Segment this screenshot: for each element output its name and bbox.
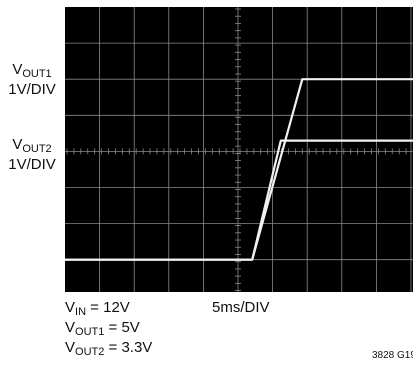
scope-plot (65, 7, 413, 292)
vout2-condition: VOUT2 = 3.3V (65, 339, 153, 359)
screen-background (65, 7, 413, 292)
vout1-scale-label: 1V/DIV (8, 81, 56, 98)
timebase-label: 5ms/DIV (212, 299, 270, 316)
vout2-channel-label: VOUT2 1V/DIV (2, 137, 62, 173)
figure-id: 3828 G19 (372, 350, 413, 361)
vout1-condition: VOUT1 = 5V (65, 319, 140, 339)
trace-vout2 (65, 139, 413, 261)
traces (65, 78, 413, 261)
vout1-channel-name: VOUT1 (12, 61, 52, 81)
vin-condition: VIN = 12V (65, 299, 130, 319)
oscilloscope-screen (65, 7, 413, 292)
vout2-scale-label: 1V/DIV (8, 156, 56, 173)
vout1-channel-label: VOUT1 1V/DIV (2, 62, 62, 98)
vout2-channel-name: VOUT2 (12, 136, 52, 156)
